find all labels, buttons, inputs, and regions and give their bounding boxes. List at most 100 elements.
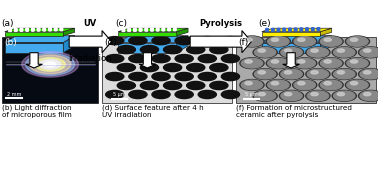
Circle shape (175, 37, 193, 45)
Circle shape (59, 29, 63, 31)
Circle shape (173, 29, 177, 30)
Circle shape (156, 30, 160, 32)
Circle shape (140, 81, 158, 90)
Circle shape (45, 62, 56, 67)
Circle shape (324, 82, 332, 85)
Circle shape (40, 60, 60, 69)
Circle shape (294, 27, 297, 29)
Circle shape (127, 29, 131, 31)
Circle shape (127, 28, 131, 30)
Circle shape (277, 28, 280, 30)
Text: (f): (f) (239, 38, 249, 47)
Circle shape (360, 91, 378, 101)
Circle shape (35, 58, 65, 71)
Bar (236, 37, 376, 103)
Circle shape (360, 69, 378, 79)
Circle shape (156, 28, 160, 29)
Circle shape (139, 30, 143, 32)
Circle shape (294, 29, 297, 31)
Polygon shape (118, 28, 188, 32)
Circle shape (265, 29, 269, 31)
Circle shape (360, 48, 378, 57)
Circle shape (20, 30, 23, 32)
Bar (2, 37, 98, 103)
Circle shape (167, 28, 171, 30)
Circle shape (20, 29, 23, 31)
Circle shape (271, 28, 275, 29)
Circle shape (210, 81, 228, 90)
Circle shape (14, 28, 18, 29)
Circle shape (133, 28, 137, 30)
Circle shape (319, 80, 343, 90)
Circle shape (167, 29, 171, 31)
Circle shape (127, 30, 131, 32)
Circle shape (42, 29, 46, 31)
Circle shape (173, 27, 177, 29)
Circle shape (25, 28, 29, 30)
Circle shape (161, 29, 165, 31)
Text: UV: UV (84, 19, 97, 28)
Circle shape (8, 30, 12, 32)
Circle shape (241, 80, 263, 90)
Circle shape (258, 49, 265, 52)
Circle shape (253, 90, 277, 101)
Circle shape (282, 29, 286, 30)
Circle shape (175, 55, 193, 63)
Circle shape (167, 27, 171, 29)
Circle shape (106, 90, 124, 99)
Circle shape (332, 69, 356, 80)
Circle shape (311, 29, 314, 30)
Circle shape (332, 47, 356, 58)
Circle shape (258, 92, 265, 96)
Circle shape (139, 29, 143, 30)
Circle shape (8, 30, 12, 32)
Circle shape (31, 28, 35, 30)
Circle shape (311, 27, 314, 29)
Circle shape (337, 92, 344, 96)
Circle shape (106, 55, 124, 63)
Circle shape (347, 80, 368, 90)
Circle shape (321, 58, 342, 68)
Circle shape (271, 60, 279, 63)
Circle shape (294, 29, 297, 31)
Circle shape (350, 38, 358, 41)
Circle shape (20, 30, 23, 32)
Circle shape (59, 27, 63, 29)
Circle shape (144, 28, 148, 30)
Circle shape (316, 30, 320, 31)
Circle shape (350, 60, 358, 63)
Circle shape (305, 28, 309, 29)
Circle shape (311, 28, 314, 30)
Circle shape (271, 29, 275, 30)
Circle shape (139, 29, 143, 31)
Circle shape (306, 69, 330, 80)
Circle shape (359, 47, 378, 58)
Circle shape (258, 71, 265, 74)
Text: 5 μm: 5 μm (245, 92, 258, 97)
Circle shape (222, 72, 240, 81)
Circle shape (8, 28, 12, 30)
Circle shape (285, 92, 292, 96)
Circle shape (152, 37, 170, 45)
Circle shape (122, 29, 125, 30)
Circle shape (277, 30, 280, 31)
Circle shape (299, 30, 303, 32)
Circle shape (150, 27, 154, 29)
Circle shape (288, 30, 292, 31)
Circle shape (311, 49, 318, 52)
Circle shape (332, 90, 356, 101)
Circle shape (271, 30, 275, 32)
Circle shape (14, 30, 18, 31)
Circle shape (293, 80, 317, 90)
Circle shape (156, 29, 160, 31)
Polygon shape (118, 36, 188, 42)
Circle shape (305, 29, 309, 31)
Circle shape (266, 58, 290, 69)
Circle shape (266, 80, 290, 90)
Circle shape (48, 29, 52, 30)
Circle shape (282, 28, 286, 29)
Circle shape (139, 28, 143, 30)
Circle shape (150, 28, 154, 29)
Circle shape (25, 29, 29, 30)
Circle shape (198, 72, 216, 81)
